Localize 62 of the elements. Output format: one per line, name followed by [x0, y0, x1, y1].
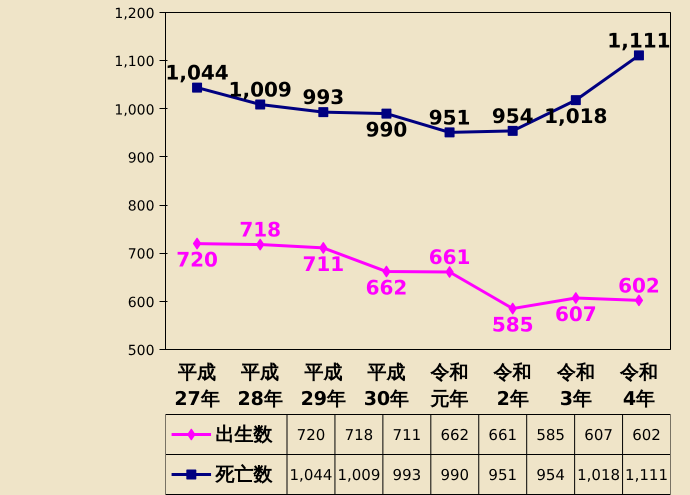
point: [570, 95, 581, 106]
text: 1,018: [577, 466, 620, 484]
x-tick-label: 平成30年: [364, 362, 410, 410]
x-tick-label: 令和3年: [556, 362, 595, 410]
point: [445, 266, 454, 278]
data-label: 661: [428, 244, 470, 269]
text: 951: [488, 466, 518, 484]
x-tick-label: 令和4年: [618, 362, 658, 410]
data-label: 1,044: [165, 60, 229, 85]
text: 602: [632, 426, 661, 444]
text: 993: [392, 466, 422, 484]
data-label: 1,111: [607, 28, 671, 52]
data-label: 990: [366, 118, 408, 142]
y-tick-label: 600: [128, 294, 155, 311]
point: [318, 107, 328, 118]
y-tick-label: 1,200: [114, 6, 155, 22]
text: 1,044: [290, 466, 332, 484]
text: 718: [344, 426, 374, 444]
data-label: 951: [428, 105, 470, 130]
point: [192, 82, 202, 93]
data-label: 602: [618, 273, 660, 298]
y-tick-label: 1,000: [114, 102, 155, 118]
y-tick-label: 700: [128, 246, 155, 263]
data-label: 711: [302, 252, 344, 276]
data-label: 720: [176, 248, 218, 272]
data-label: 1,009: [228, 77, 292, 102]
data-label: 607: [554, 302, 597, 326]
point: [634, 294, 644, 306]
text: 585: [536, 426, 565, 444]
x-tick-label: 平成29年: [300, 362, 346, 410]
point: [381, 108, 392, 119]
x-tick-label: 令和2年: [492, 362, 532, 410]
data-label: 954: [492, 104, 534, 128]
text: 1,111: [625, 466, 668, 484]
legend-label: 死亡数: [214, 464, 274, 486]
data-label: 662: [366, 276, 408, 300]
text: 607: [584, 426, 613, 444]
text: 1,009: [337, 466, 380, 484]
text: 662: [440, 426, 470, 444]
y-tick-label: 800: [128, 198, 155, 215]
point: [192, 238, 202, 250]
data-label: 585: [492, 312, 534, 337]
y-tick-label: 500: [128, 343, 155, 359]
point: [382, 266, 391, 278]
x-tick-label: 平成27年: [174, 362, 220, 410]
legend-label: 出生数: [216, 424, 274, 446]
y-tick-label: 1,100: [114, 54, 155, 70]
text: 720: [296, 426, 326, 444]
point: [508, 126, 518, 136]
x-tick-label: 平成28年: [237, 362, 283, 410]
point: [255, 99, 266, 110]
text: 954: [536, 466, 565, 484]
point: [634, 50, 644, 60]
point: [444, 127, 455, 138]
data-label: 718: [239, 218, 282, 242]
y-tick-label: 900: [128, 150, 155, 166]
text: 990: [440, 466, 470, 484]
data-label: 1,018: [544, 104, 608, 128]
text: 661: [488, 426, 518, 444]
data-label: 993: [302, 85, 344, 110]
text: 711: [392, 426, 422, 444]
x-tick-label: 令和元年: [430, 362, 469, 410]
